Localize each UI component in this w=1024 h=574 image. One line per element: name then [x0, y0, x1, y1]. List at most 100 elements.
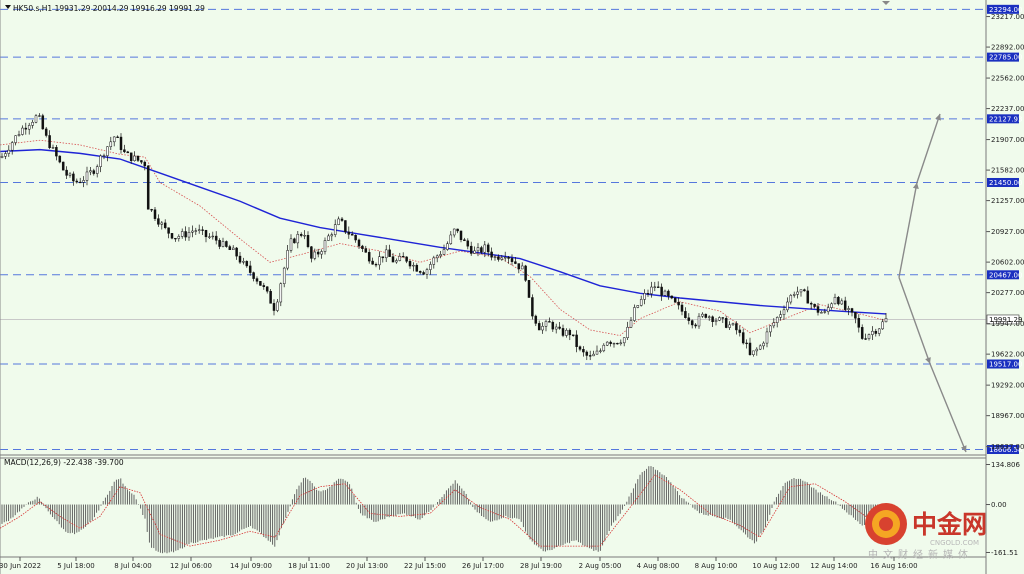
time-tick-label: 4 Aug 08:00 — [637, 562, 680, 570]
candle-body — [259, 281, 262, 286]
dropdown-triangle-icon[interactable] — [5, 5, 11, 9]
candle-body — [347, 231, 351, 235]
candle-body — [323, 240, 327, 252]
candle-body — [425, 269, 429, 275]
price-tick-label: 20277.00 — [991, 289, 1024, 297]
candle-body — [10, 142, 14, 151]
candle-body — [194, 230, 198, 232]
time-axis-labels: 30 Jun 2022 5 Jul 18:00 8 Jul 04:00 12 Jul … — [0, 557, 918, 570]
arrowhead-icon — [960, 445, 967, 452]
cngold-watermark: 中金网 CNGOLD.COM 中文财经新媒体 — [865, 503, 987, 561]
candle-body — [789, 295, 793, 303]
candle-body — [575, 334, 578, 347]
candle-body — [296, 234, 300, 244]
candle-body — [806, 290, 810, 304]
candle-body — [466, 240, 470, 247]
candle-body — [248, 265, 252, 273]
candle-body — [61, 161, 65, 171]
candle-body — [616, 342, 619, 345]
level-tag-label: 22785.00 — [989, 54, 1022, 62]
candle-body — [357, 239, 361, 247]
candle-body — [242, 261, 245, 263]
candle-body — [371, 260, 374, 265]
candle-body — [653, 286, 657, 288]
candle-body — [497, 256, 500, 260]
macd-indicator[interactable]: 134.806 0.00 -161.51 — [0, 461, 1020, 557]
candle-body — [184, 231, 187, 238]
candle-body — [44, 128, 48, 136]
candle-body — [109, 141, 113, 147]
time-tick-label: 16 Aug 16:00 — [870, 562, 917, 570]
candle-body — [639, 299, 643, 306]
candle-body — [857, 318, 861, 328]
candle-body — [228, 246, 232, 251]
candle-body — [558, 326, 561, 329]
arrowhead-icon — [935, 113, 941, 121]
candle-body — [792, 294, 796, 296]
candle-body — [548, 321, 551, 323]
macd-axis-ticks: 134.806 0.00 -161.51 — [986, 461, 1020, 557]
candle-body — [306, 235, 310, 247]
candle-body — [724, 318, 728, 328]
candle-body — [500, 257, 504, 260]
candle-body — [605, 341, 609, 346]
macd-tick-label: 0.00 — [991, 501, 1007, 509]
candle-body — [469, 245, 473, 254]
candle-body — [503, 257, 507, 259]
candle-body — [34, 115, 38, 123]
price-tick-label: 18637.00 — [991, 443, 1024, 451]
candle-body — [429, 264, 432, 270]
candle-body — [214, 235, 218, 241]
candle-body — [14, 135, 17, 143]
candle-body — [187, 232, 191, 238]
level-tag-label: 20467.00 — [989, 271, 1022, 279]
candle-body — [320, 251, 323, 255]
price-tick-label: 22892.00 — [991, 44, 1024, 52]
candle-body — [432, 257, 436, 265]
candle-body — [208, 236, 211, 238]
time-tick-label: 26 Jul 17:00 — [462, 562, 504, 570]
candle-body — [119, 136, 123, 150]
candle-body — [585, 351, 589, 356]
candle-body — [245, 261, 249, 267]
candle-body — [265, 286, 269, 292]
candle-body — [476, 247, 480, 252]
candle-body — [731, 323, 735, 326]
price-tick-label: 23217.00 — [991, 13, 1024, 21]
candle-body — [299, 234, 303, 236]
level-tag — [987, 4, 1019, 14]
chart-title: HK50.s,H1 19931.29 20014.29 19916.29 199… — [13, 4, 205, 13]
main-price-chart[interactable]: 23294.00 22785.00 22127.93 21450.00 20467.00… — [0, 4, 1024, 455]
time-tick-label: 10 Aug 12:00 — [752, 562, 799, 570]
candle-body — [136, 155, 140, 161]
time-tick-label: 2 Aug 05:00 — [579, 562, 622, 570]
candle-body — [412, 264, 415, 267]
candle-body — [388, 249, 391, 257]
candle-body — [711, 316, 714, 322]
candle-body — [435, 255, 439, 259]
candle-body — [286, 250, 289, 269]
candle-body — [102, 155, 106, 157]
current-price-label: 19991.29 — [989, 316, 1022, 324]
time-tick-label: 8 Aug 10:00 — [695, 562, 738, 570]
price-tick-label: 19292.00 — [991, 382, 1024, 390]
candle-body — [483, 244, 487, 253]
candle-body — [235, 247, 238, 257]
shift-marker-icon[interactable] — [882, 1, 890, 5]
candle-body — [646, 293, 650, 295]
candle-body — [221, 241, 225, 247]
candle-body — [381, 256, 385, 259]
candle-body — [167, 227, 170, 234]
price-axis-tags: 23294.00 22785.00 22127.93 21450.00 20467.00… — [986, 4, 1022, 455]
candle-body — [27, 125, 31, 130]
candle-body — [150, 209, 153, 211]
candle-body — [293, 238, 296, 244]
candle-body — [442, 249, 446, 255]
candle-body — [473, 250, 476, 254]
candle-body — [599, 350, 602, 352]
candle-body — [758, 345, 762, 350]
candle-body — [123, 149, 126, 153]
candle-body — [129, 152, 133, 162]
candle-body — [459, 230, 463, 240]
